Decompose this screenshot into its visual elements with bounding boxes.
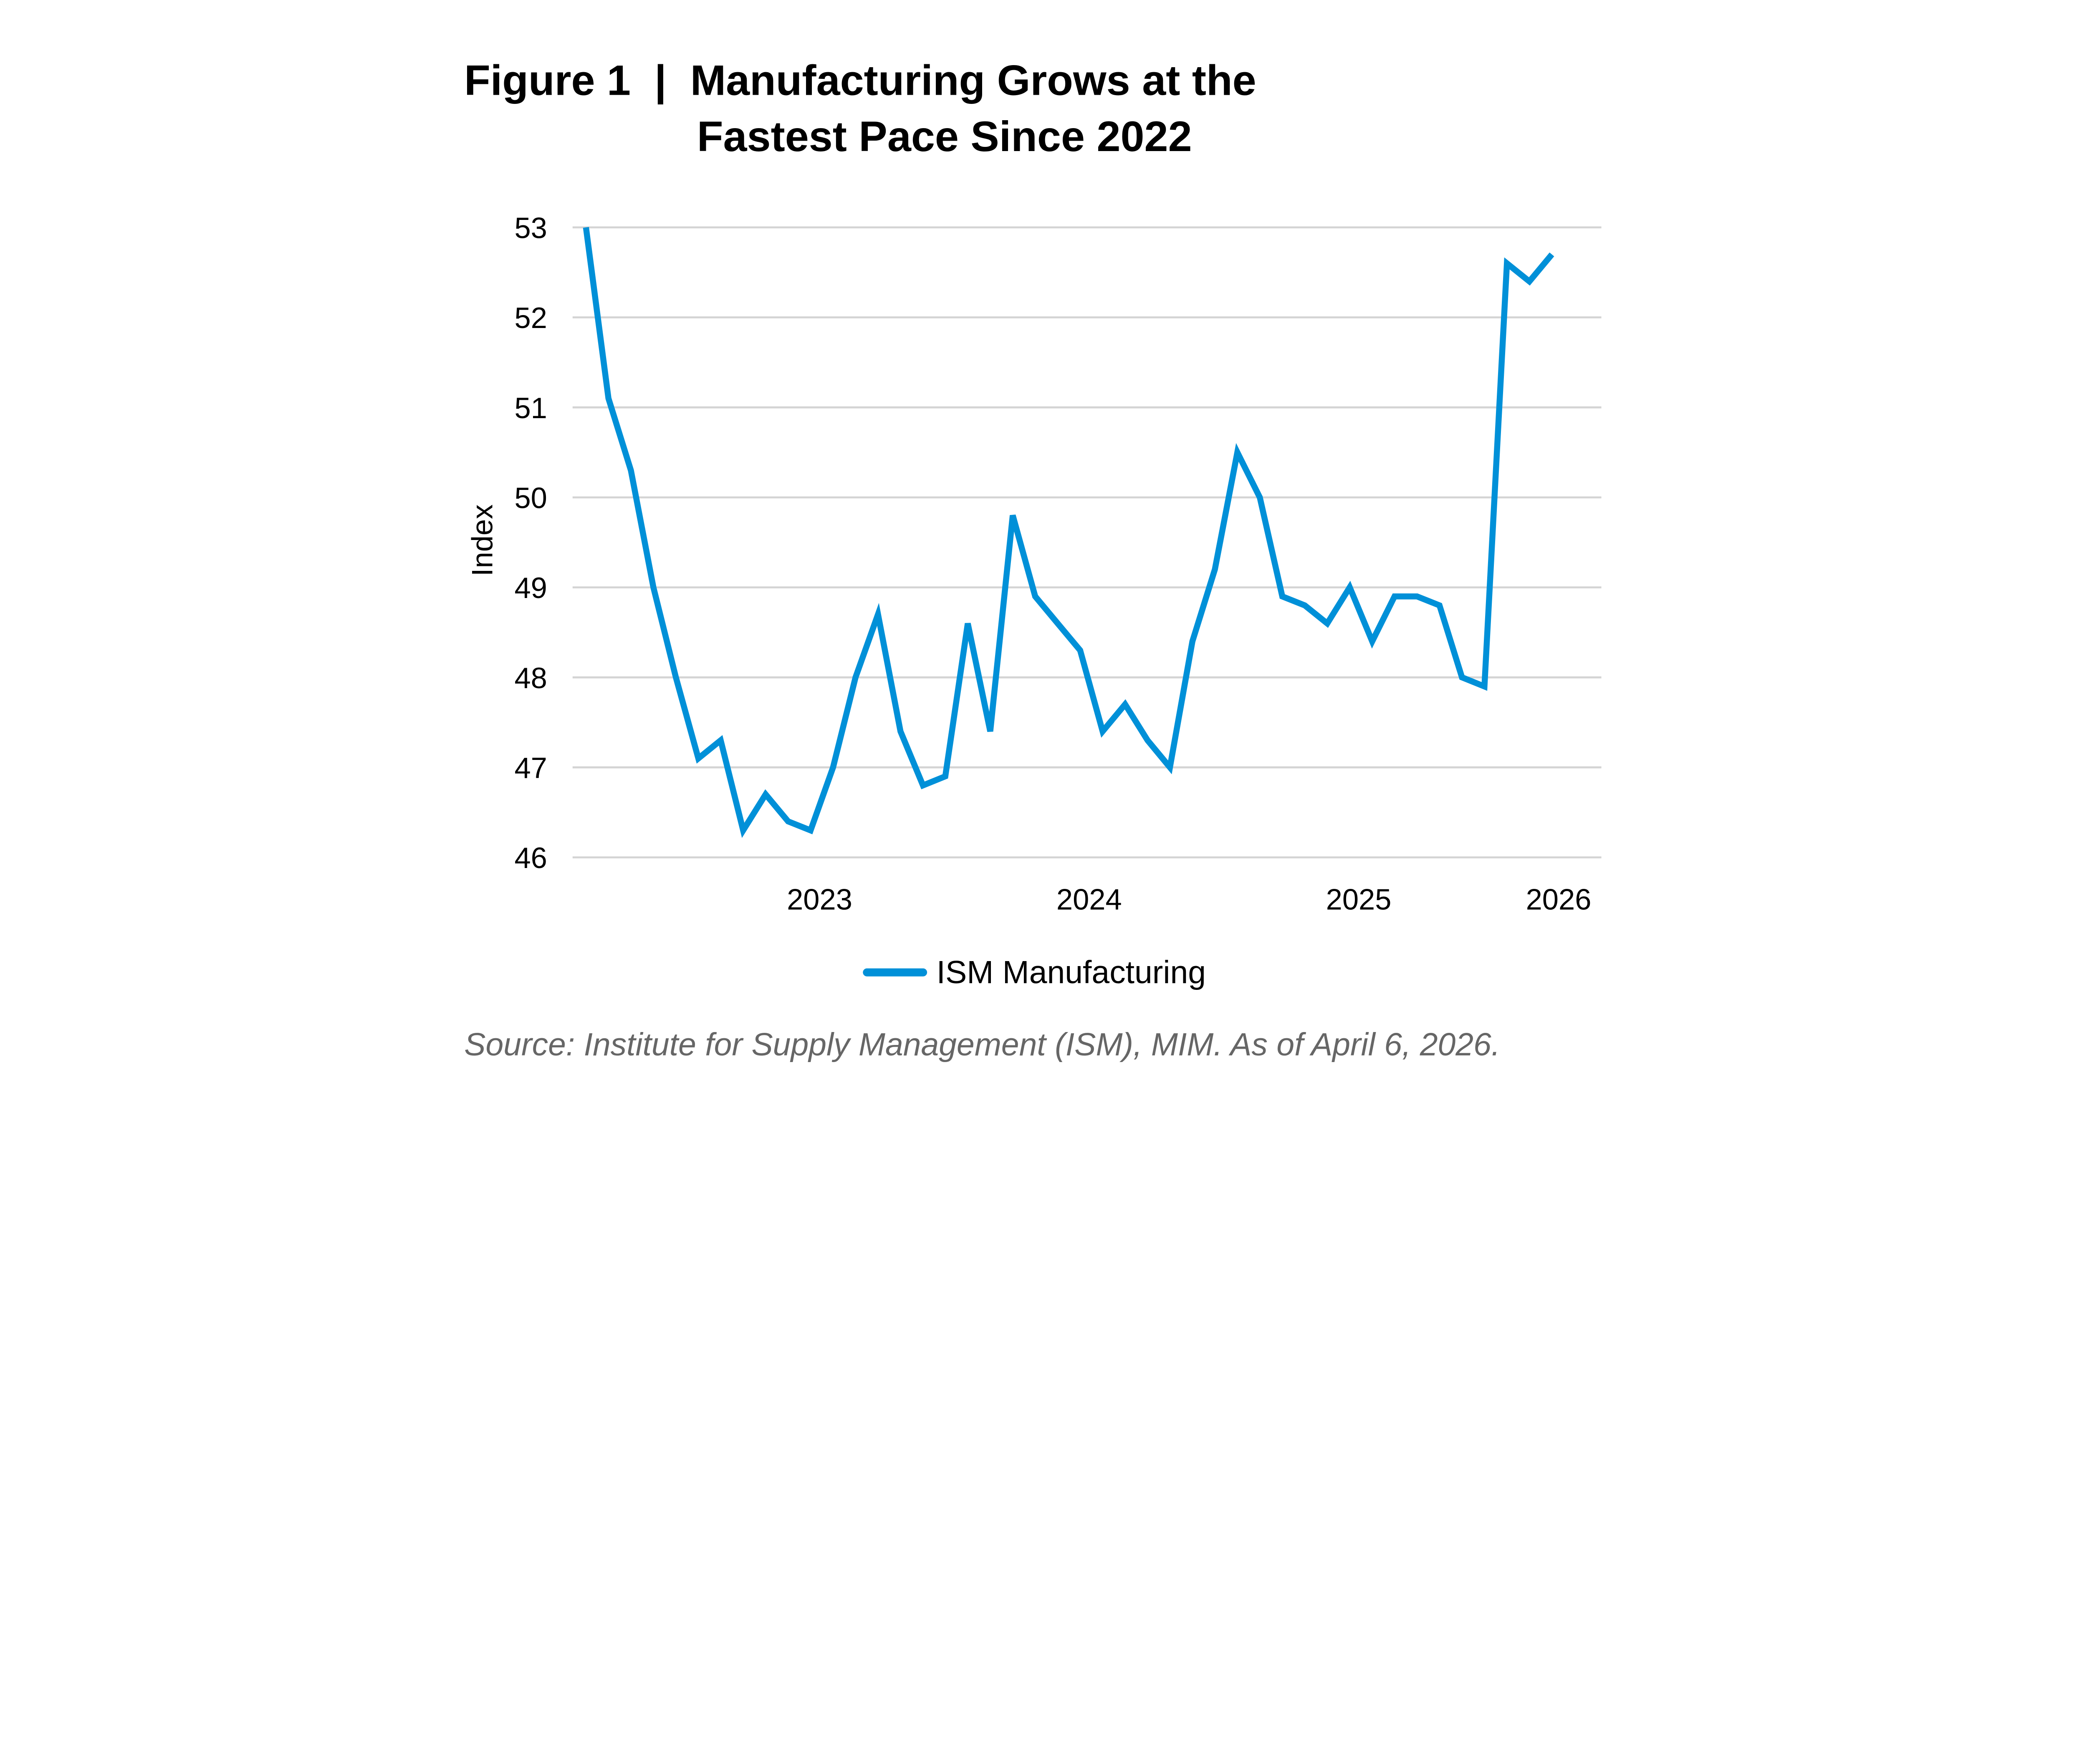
data-point xyxy=(855,677,856,678)
y-tick-label: 47 xyxy=(514,751,547,784)
data-point xyxy=(1147,740,1148,741)
chart: Figure 1 | Manufacturing Grows at the Fa… xyxy=(464,56,1602,1062)
chart-title-line-2: Fastest Pace Since 2022 xyxy=(697,112,1192,160)
data-point xyxy=(1282,596,1283,597)
x-tick-label: 2023 xyxy=(787,883,852,916)
y-tick-label: 50 xyxy=(514,481,547,514)
legend-label: ISM Manufacturing xyxy=(937,954,1206,990)
data-point xyxy=(720,740,721,741)
data-point xyxy=(653,587,654,588)
data-point xyxy=(608,398,609,399)
y-tick-label: 48 xyxy=(514,661,547,694)
legend: ISM Manufacturing xyxy=(863,954,1206,990)
series-line xyxy=(583,227,1554,838)
data-point xyxy=(945,776,946,777)
data-point xyxy=(1102,731,1103,732)
data-point xyxy=(1237,452,1238,453)
x-tick-label: 2024 xyxy=(1056,883,1122,916)
y-tick-label: 51 xyxy=(514,391,547,424)
data-point xyxy=(698,758,699,759)
series-ism-manufacturing xyxy=(583,227,1554,838)
y-axis-label: Index xyxy=(465,505,498,576)
y-tick-labels: 46 47 48 49 50 51 52 53 xyxy=(514,212,547,875)
y-tick-label: 53 xyxy=(514,212,547,245)
data-point xyxy=(1439,605,1440,606)
y-tick-label: 49 xyxy=(514,571,547,604)
data-point xyxy=(900,731,901,732)
data-point xyxy=(1035,596,1036,597)
chart-title-line-1: Figure 1 | Manufacturing Grows at the xyxy=(464,56,1256,105)
x-tick-labels: 2023 2024 2025 2026 xyxy=(787,883,1591,916)
x-tick-label: 2025 xyxy=(1326,883,1392,916)
y-tick-label: 46 xyxy=(514,841,547,874)
source-note: Source: Institute for Supply Management … xyxy=(464,1027,1500,1062)
y-tick-label: 52 xyxy=(514,301,547,334)
data-point xyxy=(1349,587,1350,588)
data-point xyxy=(1529,281,1530,282)
x-tick-label: 2026 xyxy=(1526,883,1592,916)
